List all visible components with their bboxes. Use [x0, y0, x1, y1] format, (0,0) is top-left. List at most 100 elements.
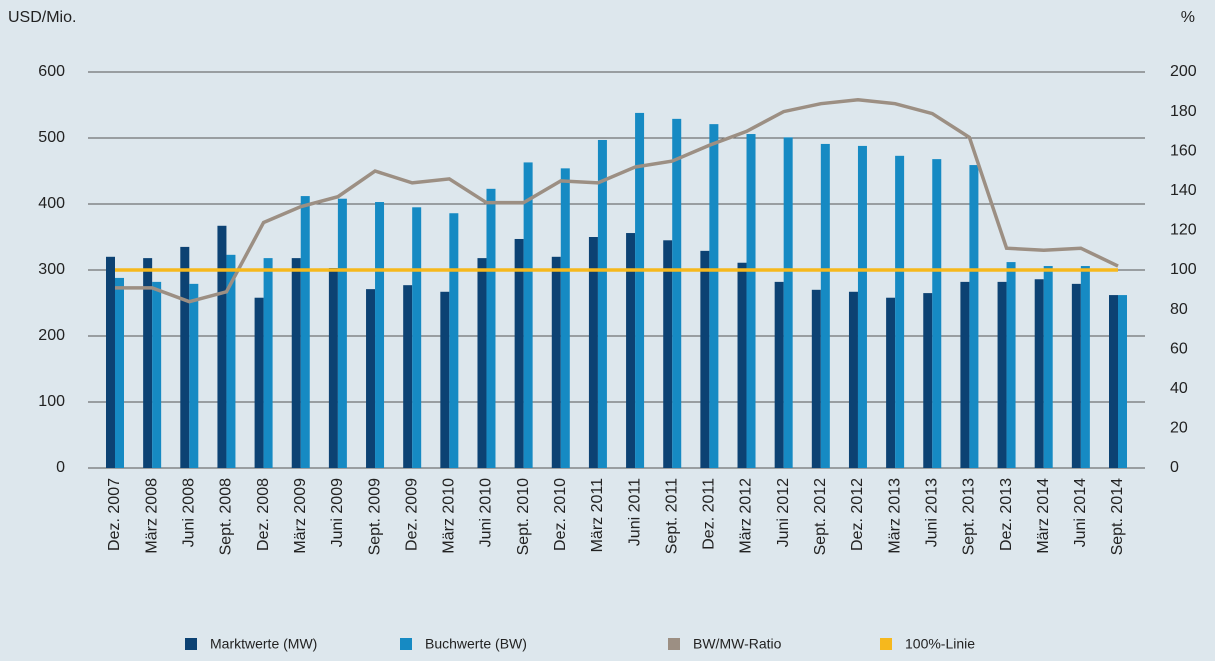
x-tick-label: Juni 2013 [923, 478, 940, 547]
bar [709, 124, 719, 468]
x-tick-label: Sept. 2009 [366, 478, 383, 556]
x-tick-label: Dez. 2007 [106, 478, 123, 551]
x-tick-label: März 2013 [886, 478, 903, 554]
bar [152, 281, 162, 468]
bar [226, 254, 236, 468]
bar [300, 196, 310, 468]
y2-tick-label: 100 [1170, 261, 1197, 278]
bar [811, 289, 821, 468]
x-tick-label: März 2011 [589, 478, 606, 553]
bar [477, 258, 487, 468]
bar [375, 202, 385, 468]
bar [969, 165, 979, 468]
y2-tick-label: 140 [1170, 182, 1197, 199]
x-tick-label: Juni 2009 [329, 478, 346, 547]
bar [217, 225, 227, 468]
bar [848, 291, 858, 468]
bar [932, 159, 942, 468]
y2-tick-label: 20 [1170, 420, 1188, 437]
bar [291, 258, 301, 468]
x-tick-label: Sept. 2008 [218, 478, 235, 556]
bar [180, 246, 190, 468]
legend-label: BW/MW-Ratio [693, 636, 782, 652]
bar [783, 137, 793, 468]
y-tick-label: 500 [38, 129, 65, 146]
bar [189, 283, 199, 468]
line-series [115, 97, 1119, 304]
bar [895, 155, 905, 468]
bar [857, 145, 867, 469]
bar [143, 258, 153, 468]
y2-axis-label: % [1181, 9, 1195, 26]
bar [1034, 279, 1044, 468]
bar [106, 256, 115, 468]
legend-swatch [880, 638, 892, 650]
y-tick-label: 0 [56, 459, 65, 476]
bar [737, 262, 747, 468]
x-tick-label: März 2014 [1035, 478, 1052, 554]
bar [1118, 295, 1127, 468]
x-tick-label: Juni 2011 [626, 478, 643, 546]
bar [412, 207, 422, 469]
x-tick-label: Dez. 2011 [701, 478, 718, 550]
bar [551, 256, 561, 468]
bar [1071, 283, 1081, 468]
y2-tick-label: 80 [1170, 301, 1188, 318]
x-tick-label: Dez. 2009 [403, 478, 420, 551]
legend-label: 100%-Linie [905, 636, 975, 652]
bar [560, 168, 570, 469]
x-tick-label: Juni 2014 [1072, 478, 1089, 547]
x-tick-label: Juni 2008 [181, 478, 198, 547]
x-tick-label: Dez. 2013 [998, 478, 1015, 551]
x-tick-label: Sept. 2010 [515, 478, 532, 556]
bar [514, 238, 524, 468]
y-tick-label: 100 [38, 393, 65, 410]
bar [1080, 266, 1090, 468]
legend-label: Marktwerte (MW) [210, 636, 317, 652]
x-tick-label: Juni 2012 [775, 478, 792, 547]
x-tick-label: Sept. 2014 [1109, 478, 1126, 556]
x-tick-label: Dez. 2010 [552, 478, 569, 551]
y2-tick-label: 180 [1170, 103, 1197, 120]
bar [960, 281, 970, 468]
x-tick-label: Dez. 2008 [255, 478, 272, 551]
bar [626, 233, 636, 468]
x-tick-label: März 2008 [143, 478, 160, 554]
bar [663, 240, 673, 468]
bar [115, 277, 124, 468]
x-tick-label: März 2012 [738, 478, 755, 554]
bar [366, 289, 376, 468]
y2-tick-label: 160 [1170, 142, 1197, 159]
y2-tick-label: 0 [1170, 459, 1179, 476]
bar [263, 258, 273, 468]
y2-tick-label: 40 [1170, 380, 1188, 397]
x-tick-label: Sept. 2012 [812, 478, 829, 556]
legend-swatch [668, 638, 680, 650]
x-tick-label: Sept. 2013 [961, 478, 978, 556]
bar [923, 293, 933, 468]
bar [597, 139, 607, 469]
bar [254, 297, 264, 468]
x-tick-label: Sept. 2011 [663, 478, 680, 554]
legend-swatch [400, 638, 412, 650]
bar [1043, 266, 1053, 468]
y-tick-label: 200 [38, 327, 65, 344]
bar [440, 291, 450, 468]
bar [635, 112, 645, 469]
y-tick-label: 300 [38, 261, 65, 278]
bar [449, 213, 459, 468]
bar [700, 250, 710, 468]
legend-swatch [185, 638, 197, 650]
bar [588, 237, 598, 468]
y-axis-label: USD/Mio. [8, 9, 76, 26]
bar [672, 118, 682, 469]
bar [774, 281, 784, 468]
bar [886, 297, 896, 468]
y2-tick-label: 60 [1170, 340, 1188, 357]
bar [337, 198, 347, 468]
x-tick-label: März 2009 [292, 478, 309, 554]
bar [746, 134, 756, 469]
bar [997, 281, 1007, 468]
y2-tick-label: 200 [1170, 63, 1197, 80]
